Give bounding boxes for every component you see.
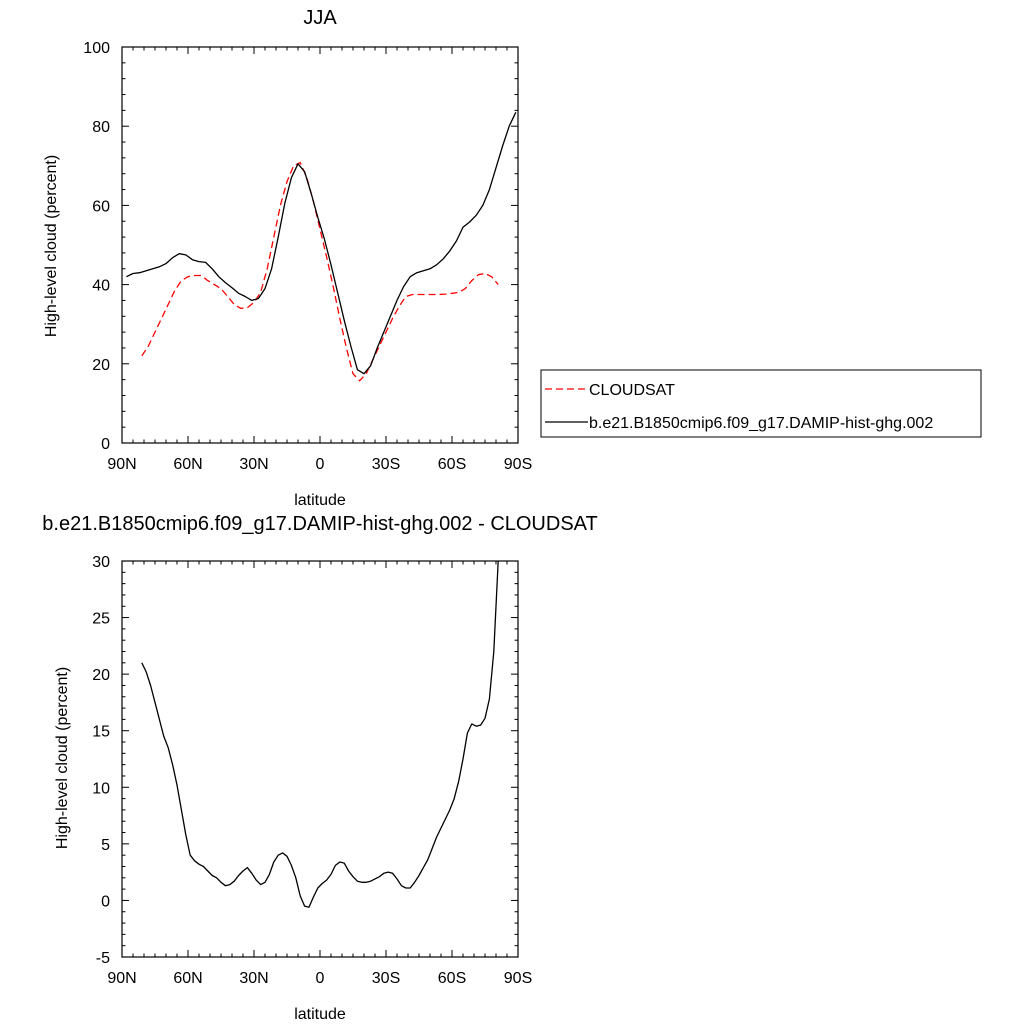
bottom-y-tick-label: 15 bbox=[92, 724, 110, 741]
bottom-chart-y-axis-label: High-level cloud (percent) bbox=[54, 667, 71, 849]
bottom-chart-frame bbox=[121, 560, 519, 958]
legend-label-model: b.e21.B1850cmip6.f09_g17.DAMIP-hist-ghg.… bbox=[589, 415, 933, 432]
top-y-tick-label: 0 bbox=[101, 436, 110, 453]
top-y-tick-label: 40 bbox=[92, 278, 110, 295]
top-chart-frame bbox=[121, 46, 519, 444]
bottom-y-tick-label: 30 bbox=[92, 554, 110, 571]
bottom-y-tick-label: 5 bbox=[101, 837, 110, 854]
top-chart-panel: JJA 90N 60N 30N 0 30S 60S 90S 0 20 40 60 80 100 lati… bbox=[43, 7, 532, 509]
top-series-line-0 bbox=[141, 161, 499, 382]
top-y-tick-label: 80 bbox=[92, 119, 110, 136]
top-chart-x-axis-label: latitude bbox=[294, 492, 346, 509]
top-y-tick-label: 20 bbox=[92, 357, 110, 374]
bottom-x-tick-label: 30N bbox=[239, 970, 268, 987]
bottom-chart-title: b.e21.B1850cmip6.f09_g17.DAMIP-hist-ghg.… bbox=[42, 513, 597, 535]
legend: CLOUDSAT b.e21.B1850cmip6.f09_g17.DAMIP-… bbox=[540, 369, 982, 438]
bottom-x-tick-label: 60N bbox=[173, 970, 202, 987]
top-x-tick-label: 30N bbox=[239, 456, 268, 473]
bottom-x-tick-label: 60S bbox=[438, 970, 466, 987]
top-y-tick-label: 60 bbox=[92, 198, 110, 215]
bottom-y-tick-label: -5 bbox=[96, 950, 110, 967]
bottom-y-tick-label: 20 bbox=[92, 667, 110, 684]
top-x-tick-label: 90S bbox=[504, 456, 532, 473]
bottom-y-tick-label: 10 bbox=[92, 780, 110, 797]
bottom-series-line-0 bbox=[141, 560, 499, 908]
bottom-x-tick-label: 90N bbox=[107, 970, 136, 987]
bottom-x-tick-label: 90S bbox=[504, 970, 532, 987]
top-x-tick-label: 30S bbox=[372, 456, 400, 473]
top-chart-y-axis-label: High-level cloud (percent) bbox=[43, 155, 60, 337]
bottom-x-tick-label: 30S bbox=[372, 970, 400, 987]
top-x-tick-label: 90N bbox=[107, 456, 136, 473]
legend-label-cloudsat: CLOUDSAT bbox=[589, 382, 675, 399]
bottom-chart-x-axis-label: latitude bbox=[294, 1006, 346, 1023]
top-x-tick-label: 0 bbox=[316, 456, 325, 473]
top-series-line-1 bbox=[126, 112, 517, 375]
bottom-chart-plot-area: 90N 60N 30N 0 30S 60S 90S -5 0 5 10 15 20 25 30 bbox=[92, 554, 532, 987]
legend-box bbox=[540, 369, 982, 438]
bottom-x-tick-label: 0 bbox=[316, 970, 325, 987]
top-chart-title: JJA bbox=[303, 7, 337, 29]
top-x-tick-label: 60S bbox=[438, 456, 466, 473]
top-y-tick-label: 100 bbox=[83, 40, 110, 57]
top-x-tick-label: 60N bbox=[173, 456, 202, 473]
top-chart-plot-area: 90N 60N 30N 0 30S 60S 90S 0 20 40 60 80 100 bbox=[83, 40, 532, 473]
bottom-chart-panel: b.e21.B1850cmip6.f09_g17.DAMIP-hist-ghg.… bbox=[42, 513, 597, 1023]
bottom-y-tick-label: 0 bbox=[101, 893, 110, 910]
bottom-y-tick-label: 25 bbox=[92, 611, 110, 628]
